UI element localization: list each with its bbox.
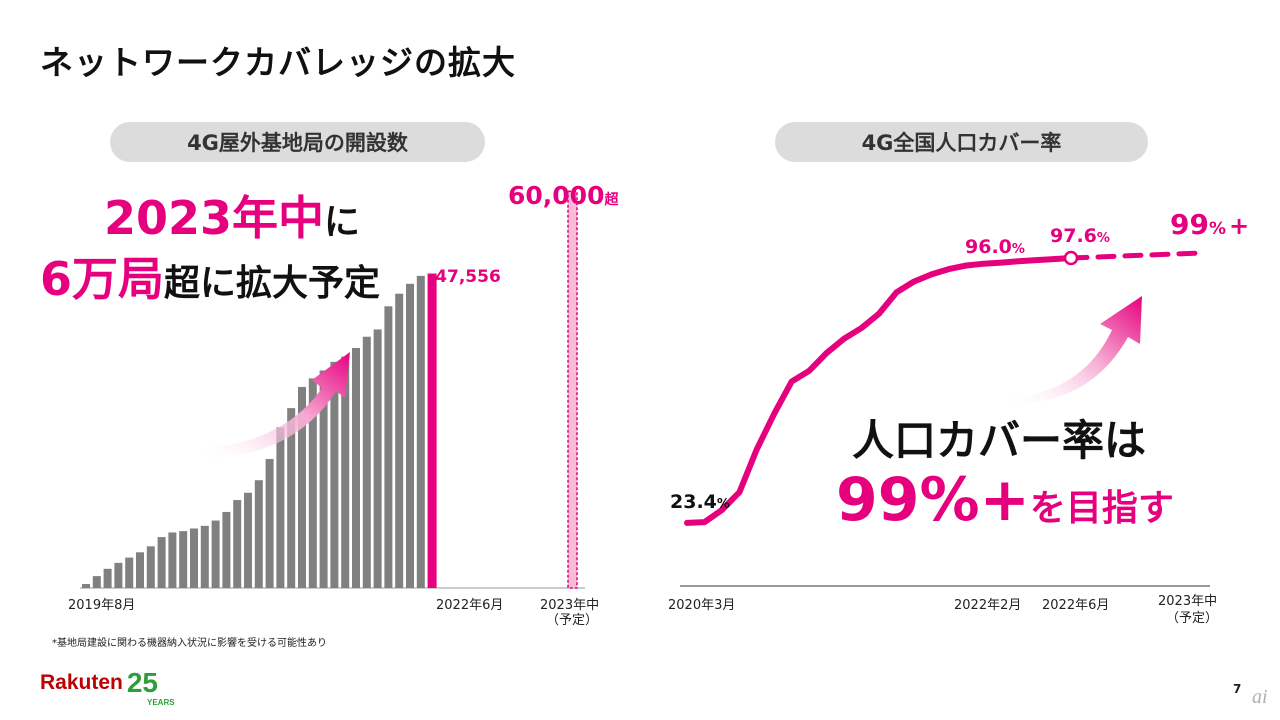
headline-goal: を目指す (1029, 488, 1174, 529)
headline-count: 6万局 (40, 252, 165, 306)
headline-year: 2023年中 (104, 191, 325, 245)
bar (200, 525, 209, 588)
coverage-label-1-unit: % (1012, 242, 1025, 257)
bar (276, 427, 285, 588)
page-number: 7 (1233, 682, 1242, 696)
bar (146, 546, 155, 588)
coverage-target-value: 99 (1170, 208, 1209, 241)
bar-highlight (427, 273, 437, 588)
line-x-label-end: 2023年中 (1158, 594, 1217, 609)
bar (384, 306, 393, 588)
bar (179, 531, 188, 588)
logo-word: Rakuten (40, 671, 123, 695)
coverage-line (684, 255, 1074, 526)
coverage-target-label: 99% + (1170, 208, 1249, 241)
bar-chart: 47,556 60,000超 2019年8月 2022年6月 2023年中 （予… (68, 181, 619, 628)
line-x-label-b: 2022年6月 (1042, 598, 1109, 613)
bar (92, 576, 101, 588)
bar (103, 568, 112, 588)
bar-target-value: 60,000 (508, 181, 604, 210)
line-x-label-end-sub: （予定） (1166, 611, 1218, 626)
coverage-label-1-value: 96.0 (965, 236, 1012, 258)
line-chart-pill-label: 4G全国人口カバー率 (775, 122, 1148, 162)
growth-arrow-right (1005, 296, 1142, 404)
bar (211, 520, 220, 588)
coverage-marker (1063, 250, 1079, 266)
coverage-start-unit: % (717, 497, 730, 512)
bar (352, 347, 360, 588)
bar (125, 557, 134, 588)
line-chart: 23.4% 96.0% 97.6% 99% + 2020年3月 2022年2月 2… (668, 208, 1249, 626)
bar (136, 552, 144, 588)
bar-x-label-end-sub: （予定） (546, 613, 598, 628)
bar-target (567, 190, 578, 589)
logo-number: 25 (126, 667, 159, 698)
bar (406, 283, 414, 588)
right-headline-line2: 99%+を目指す (836, 470, 1174, 530)
bar (319, 370, 328, 588)
bar-x-label-mid: 2022年6月 (436, 598, 503, 613)
bar (373, 329, 382, 588)
rakuten-logo: Rakuten 25 YEARS (40, 667, 175, 707)
left-headline-line1: 2023年中に (104, 195, 360, 241)
bar (330, 361, 339, 588)
bar (341, 356, 350, 588)
bar (254, 480, 263, 588)
coverage-label-1: 96.0% (965, 236, 1025, 258)
bar (362, 336, 371, 588)
bar-chart-pill-label: 4G屋外基地局の開設数 (110, 122, 485, 162)
coverage-target-plus: + (1229, 212, 1249, 240)
growth-arrow-left (200, 352, 350, 458)
line-x-label-a: 2022年2月 (954, 598, 1021, 613)
bar-highlight-label: 47,556 (435, 267, 501, 287)
bar-x-label-end: 2023年中 (540, 598, 599, 613)
bar (395, 293, 404, 588)
headline-target: 99%+ (836, 465, 1030, 535)
bar (287, 408, 296, 588)
line-x-label-start: 2020年3月 (668, 598, 735, 613)
coverage-start-value: 23.4 (670, 491, 717, 513)
headline-plan: 超に拡大予定 (164, 263, 381, 304)
watermark: ai (1252, 686, 1268, 708)
bar (157, 537, 166, 588)
bar (190, 528, 198, 588)
bar (168, 532, 177, 588)
bar (416, 275, 425, 588)
bar-target-suffix: 超 (603, 191, 619, 208)
footnote: *基地局建設に関わる機器納入状況に影響を受ける可能性あり (52, 638, 327, 649)
headline-particle: に (324, 202, 361, 243)
coverage-start-label: 23.4% (670, 491, 730, 513)
coverage-label-2-unit: % (1097, 231, 1110, 246)
left-headline-line2: 6万局超に拡大予定 (40, 256, 380, 302)
coverage-label-2-value: 97.6 (1050, 225, 1097, 247)
coverage-projection (1068, 250, 1203, 261)
bar (244, 492, 252, 588)
bar (308, 378, 317, 588)
bar (233, 500, 242, 588)
bar-x-label-start: 2019年8月 (68, 598, 135, 613)
coverage-label-2: 97.6% (1050, 225, 1110, 247)
bar (222, 511, 231, 588)
right-headline-line1: 人口カバー率は (852, 416, 1147, 465)
bar (298, 386, 306, 588)
bar-target-label: 60,000超 (508, 181, 619, 210)
coverage-target-unit: % (1209, 219, 1226, 239)
bar (82, 584, 90, 588)
bar (265, 459, 274, 588)
logo-years: YEARS (147, 698, 175, 707)
page-title: ネットワークカバレッジの拡大 (40, 43, 516, 82)
bar (114, 562, 123, 588)
